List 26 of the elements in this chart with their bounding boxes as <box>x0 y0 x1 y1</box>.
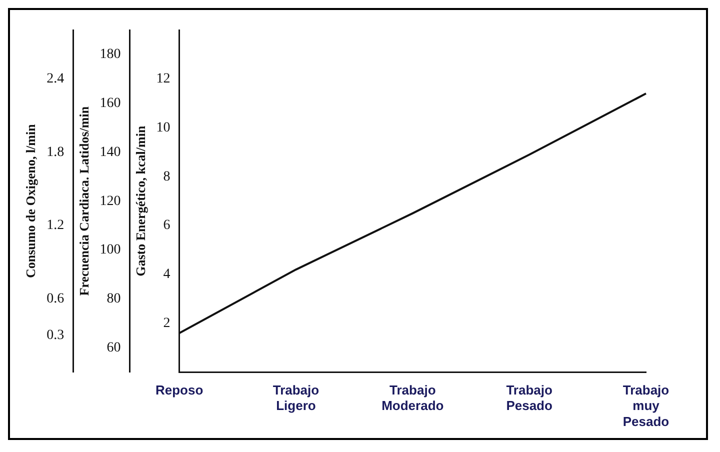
y3-axis-title: Consumo de Oxigeno, l/min <box>23 123 38 278</box>
y-tick-label: 8 <box>163 169 170 184</box>
y2-tick-label: 140 <box>100 144 121 160</box>
x-tick-label: Trabajo Ligero <box>272 382 320 414</box>
y2-tick-label: 60 <box>106 340 121 356</box>
x-tick-label: Trabajo Pesado <box>506 382 552 414</box>
y-tick-label: 6 <box>163 218 170 234</box>
y-tick-label: 12 <box>156 72 170 87</box>
y2-tick-label: 160 <box>100 96 121 111</box>
y-tick-label: 2 <box>163 316 170 331</box>
y2-tick-label: 120 <box>100 194 121 209</box>
y2-axis-title: Frecuencia Cardiaca. Latidos/min <box>76 106 92 296</box>
x-tick-label: Trabajo muy Pesado <box>622 382 670 429</box>
y3-tick-label: 1.2 <box>46 218 64 234</box>
y-axis-title: Gasto Energético, kcal/min <box>132 125 148 276</box>
y2-tick-label: 100 <box>100 242 121 258</box>
y-tick-label: 4 <box>163 267 170 282</box>
y3-tick-label: 0.3 <box>46 328 64 344</box>
y-tick-label: 10 <box>156 120 170 136</box>
y2-tick-label: 180 <box>100 47 121 62</box>
y3-tick-label: 2.4 <box>46 72 64 87</box>
x-tick-label: Trabajo Moderado <box>382 382 444 414</box>
y3-tick-label: 1.8 <box>46 144 64 160</box>
x-tick-label: Reposo <box>155 382 204 398</box>
y3-tick-label: 0.6 <box>46 292 64 307</box>
y2-tick-label: 80 <box>106 292 121 307</box>
